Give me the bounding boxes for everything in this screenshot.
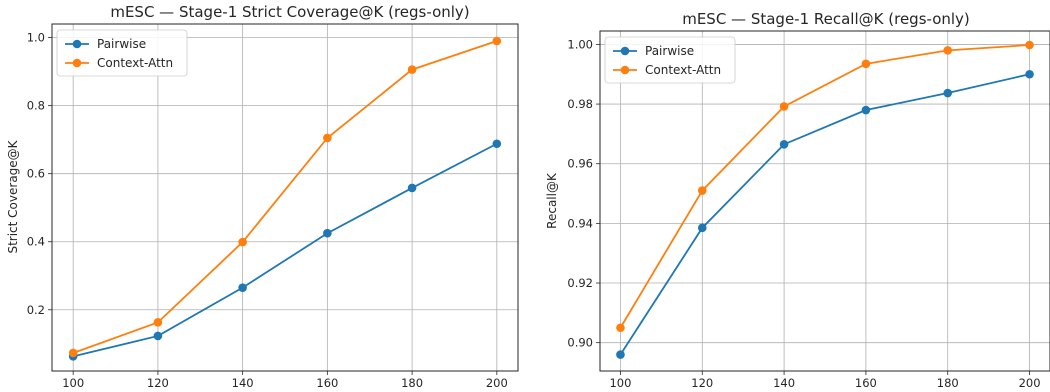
y-tick-label: 1.0: [27, 31, 45, 45]
data-point: [943, 46, 952, 55]
x-tick-label: 100: [609, 376, 631, 390]
data-point: [238, 283, 247, 292]
data-point: [154, 332, 163, 341]
legend-label: Pairwise: [97, 37, 146, 51]
y-tick-label: 0.96: [567, 157, 593, 171]
legend-marker: [73, 40, 82, 49]
data-point: [493, 139, 502, 148]
chart-strict-coverage: mESC — Stage-1 Strict Coverage@K (regs-o…: [6, 3, 518, 390]
series-line: [620, 74, 1029, 354]
data-point: [493, 37, 502, 46]
data-point: [408, 184, 417, 193]
x-tick-label: 180: [401, 376, 423, 390]
y-tick-label: 0.98: [567, 97, 593, 111]
x-tick-label: 140: [232, 376, 254, 390]
data-point: [698, 224, 707, 233]
y-tick-label: 0.2: [27, 303, 45, 317]
y-tick-label: 1.00: [567, 37, 593, 51]
x-tick-label: 200: [486, 376, 508, 390]
data-point: [780, 102, 789, 111]
x-ticks: 100 120 140 160 180 200: [609, 371, 1040, 390]
chart-title: mESC — Stage-1 Recall@K (regs-only): [682, 10, 970, 28]
legend: Pairwise Context-Attn: [57, 30, 187, 76]
data-point: [323, 134, 332, 143]
chart-recall: mESC — Stage-1 Recall@K (regs-only) 0.90…: [545, 10, 1050, 390]
y-tick-label: 0.94: [567, 216, 593, 230]
legend-marker: [73, 59, 82, 68]
x-tick-label: 120: [691, 376, 713, 390]
data-point: [780, 140, 789, 149]
data-point: [1025, 70, 1034, 79]
x-tick-label: 160: [316, 376, 338, 390]
x-tick-label: 120: [147, 376, 169, 390]
legend-marker: [621, 66, 630, 75]
y-ticks: 0.90 0.92 0.94 0.96 0.98 1.00: [567, 37, 600, 349]
x-tick-label: 160: [855, 376, 877, 390]
data-point: [323, 229, 332, 238]
data-point: [616, 350, 625, 359]
x-tick-label: 200: [1019, 376, 1041, 390]
legend-marker: [621, 47, 630, 56]
data-point: [408, 65, 417, 74]
y-tick-label: 0.8: [27, 99, 45, 113]
y-axis-label: Strict Coverage@K: [6, 139, 20, 253]
data-point: [862, 106, 871, 115]
y-ticks: 0.2 0.4 0.6 0.8 1.0: [27, 31, 52, 317]
legend: Pairwise Context-Attn: [605, 37, 735, 83]
data-point: [862, 60, 871, 69]
chart-title: mESC — Stage-1 Strict Coverage@K (regs-o…: [110, 3, 469, 21]
x-ticks: 100 120 140 160 180 200: [62, 371, 508, 390]
data-point: [698, 186, 707, 195]
series-line: [73, 144, 497, 357]
data-point: [238, 238, 247, 247]
data-point: [943, 89, 952, 98]
y-tick-label: 0.92: [567, 276, 593, 290]
x-tick-label: 140: [773, 376, 795, 390]
data-point: [1025, 41, 1034, 50]
x-tick-label: 100: [62, 376, 84, 390]
legend-label: Context-Attn: [97, 56, 173, 70]
y-axis-label: Recall@K: [545, 172, 559, 229]
data-point: [69, 349, 78, 358]
data-point: [154, 318, 163, 327]
x-tick-label: 180: [937, 376, 959, 390]
data-point: [616, 323, 625, 332]
legend-label: Context-Attn: [645, 63, 721, 77]
y-tick-label: 0.6: [27, 167, 45, 181]
legend-label: Pairwise: [645, 44, 694, 58]
series-lines: [616, 41, 1034, 359]
y-tick-label: 0.90: [567, 336, 593, 350]
y-tick-label: 0.4: [27, 235, 45, 249]
series-lines: [69, 37, 501, 361]
series-line: [73, 41, 497, 353]
